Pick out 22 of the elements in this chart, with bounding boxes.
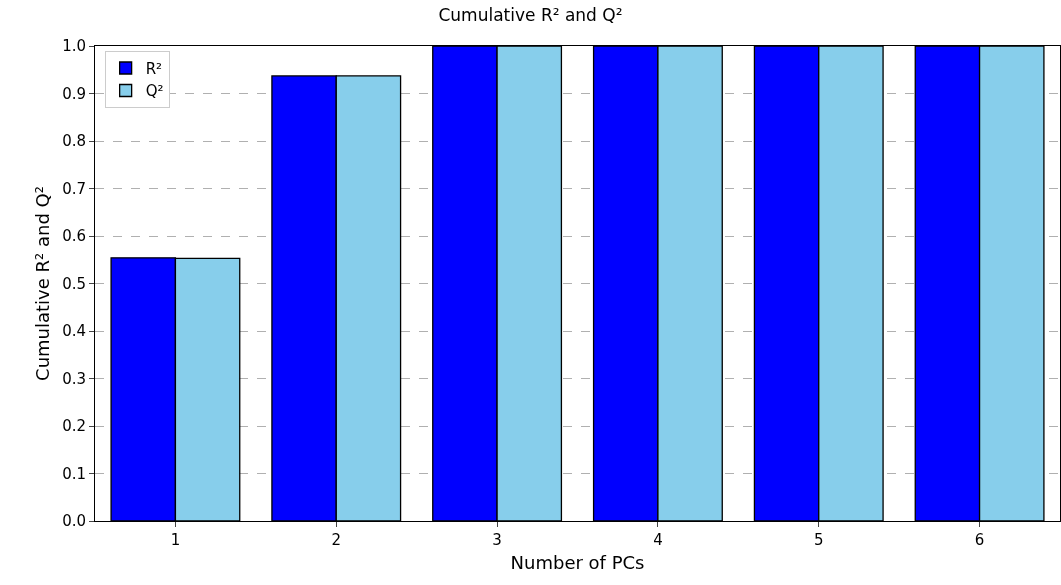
x-tick-label: 3 bbox=[492, 531, 502, 549]
legend-label: Q² bbox=[145, 82, 164, 101]
x-tick-label: 4 bbox=[653, 531, 663, 549]
legend-label: R² bbox=[145, 59, 163, 78]
y-tick-label: 0.3 bbox=[62, 369, 86, 388]
x-tick-label: 2 bbox=[331, 531, 342, 549]
y-tick-label: 0.9 bbox=[62, 84, 86, 103]
x-axis-title: Number of PCs bbox=[510, 552, 645, 574]
y-tick-label: 0.8 bbox=[62, 132, 86, 151]
y-tick-label: 0.4 bbox=[62, 322, 86, 341]
x-tick-label: 1 bbox=[170, 531, 181, 549]
y-axis-title: Cumulative R² and Q² bbox=[32, 186, 53, 381]
y-tick-label: 0.0 bbox=[62, 512, 86, 531]
y-tick-label: 0.5 bbox=[62, 274, 86, 293]
chart-title: Cumulative R² and Q² bbox=[438, 4, 623, 25]
y-tick-label: 0.2 bbox=[62, 417, 86, 436]
x-tick-label: 5 bbox=[813, 531, 824, 549]
x-tick-label: 6 bbox=[974, 531, 985, 549]
y-tick-label: 0.6 bbox=[62, 227, 86, 246]
y-tick-label: 0.7 bbox=[62, 179, 86, 198]
y-tick-label: 0.1 bbox=[62, 464, 86, 483]
y-tick-label: 1.0 bbox=[62, 37, 86, 56]
